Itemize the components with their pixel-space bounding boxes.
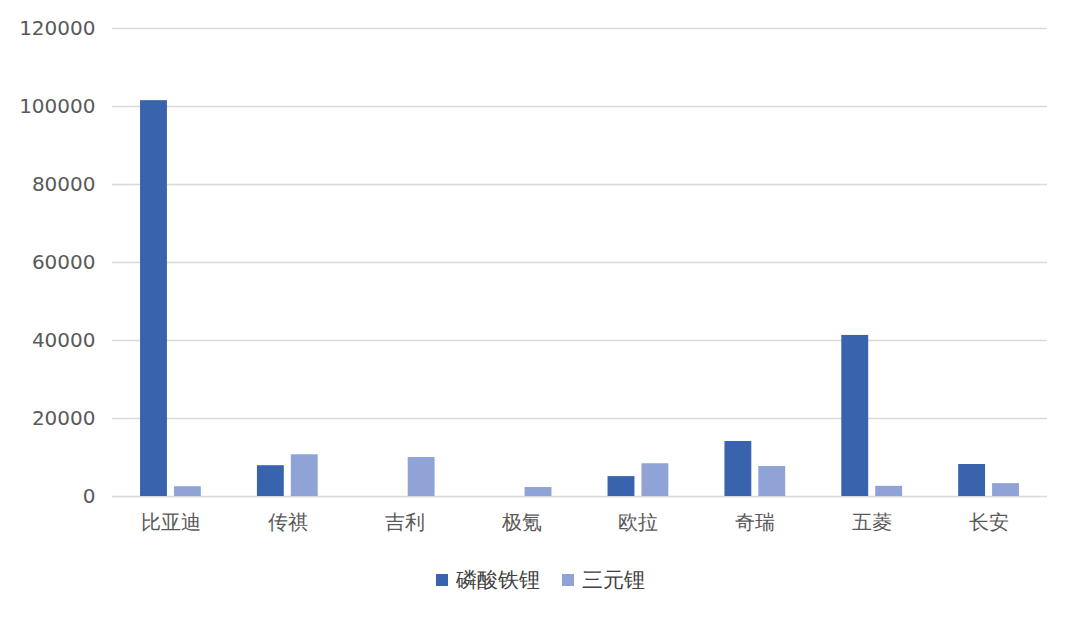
svg-text:80000: 80000 <box>32 172 96 196</box>
html-text:三元锂: 三元锂 <box>581 568 645 592</box>
svg-text:120000: 120000 <box>19 16 95 40</box>
svg-text:60000: 60000 <box>32 250 96 274</box>
svg-text:欧拉: 欧拉 <box>618 510 658 534</box>
svg-text:0: 0 <box>83 484 96 508</box>
svg-text:20000: 20000 <box>32 406 96 430</box>
svg-text:吉利: 吉利 <box>385 510 425 534</box>
svg-text:五菱: 五菱 <box>852 510 892 534</box>
svg-text:奇瑞: 奇瑞 <box>735 510 775 534</box>
svg-text:极氪: 极氪 <box>501 510 542 534</box>
html-text:磷酸铁锂: 磷酸铁锂 <box>455 568 540 592</box>
svg-text:40000: 40000 <box>32 328 96 352</box>
svg-text:传祺: 传祺 <box>268 510 308 534</box>
svg-text:比亚迪: 比亚迪 <box>141 510 201 534</box>
svg-text:长安: 长安 <box>969 510 1009 534</box>
svg-text:100000: 100000 <box>19 94 95 118</box>
